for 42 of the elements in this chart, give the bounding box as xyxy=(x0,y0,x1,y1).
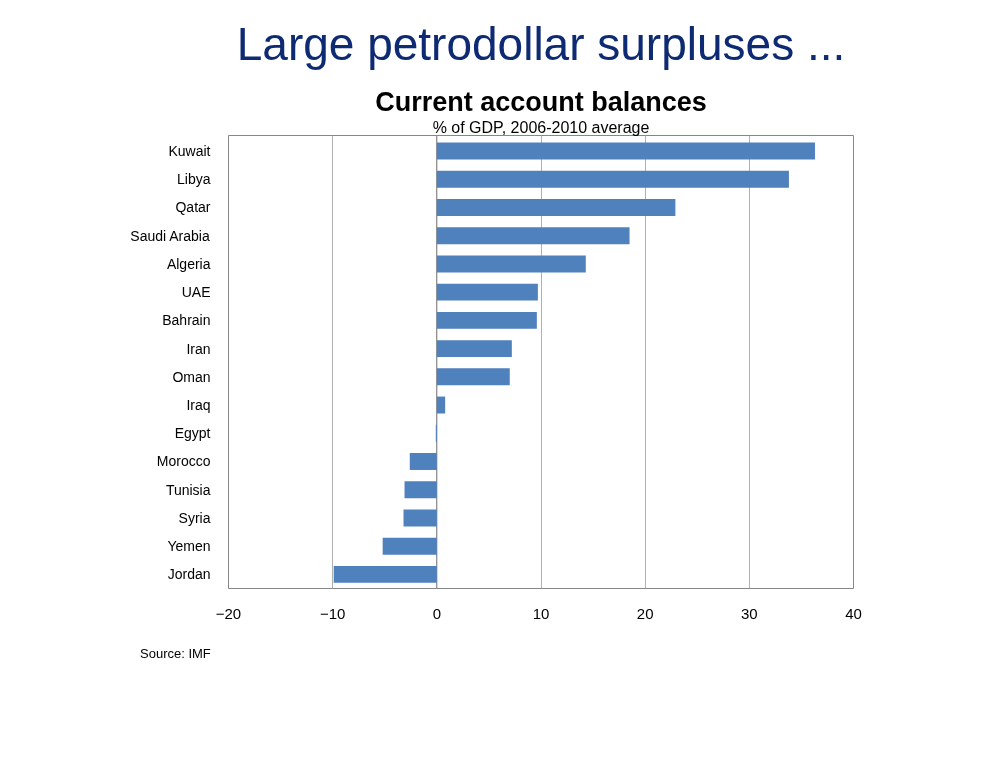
y-tick-label: Jordan xyxy=(167,566,211,583)
y-tick-label: Algeria xyxy=(166,255,211,272)
y-tick-label: Libya xyxy=(177,171,211,188)
x-tick-label: 10 xyxy=(532,604,550,622)
bar xyxy=(409,453,437,470)
x-tick-label: 30 xyxy=(740,604,758,622)
x-tick-label: −20 xyxy=(215,604,242,622)
y-tick-label: Bahrain xyxy=(162,312,211,329)
y-tick-label: Qatar xyxy=(175,199,211,216)
y-tick-label: Iran xyxy=(186,340,211,357)
y-tick-label: Saudi Arabia xyxy=(130,227,210,244)
x-tick-label: 0 xyxy=(432,604,442,622)
chart-title: Current account balances xyxy=(375,86,707,117)
bar xyxy=(436,142,815,160)
y-tick-label: Iraq xyxy=(186,397,211,414)
y-tick-label: Morocco xyxy=(156,453,211,470)
bar xyxy=(436,199,676,216)
bar xyxy=(382,537,437,555)
bar xyxy=(436,368,510,386)
y-tick-label: Yemen xyxy=(167,538,211,555)
bar xyxy=(436,340,512,358)
y-tick-label: UAE xyxy=(181,284,211,301)
bar xyxy=(436,283,538,301)
chart-subtitle: % of GDP, 2006-2010 average xyxy=(432,118,650,136)
source-note: Source: IMF xyxy=(140,645,211,663)
x-tick-label: 40 xyxy=(845,604,862,622)
y-tick-label: Kuwait xyxy=(168,143,211,160)
bar xyxy=(333,565,437,583)
bar xyxy=(436,170,789,188)
bar xyxy=(436,227,630,245)
bar xyxy=(436,311,537,329)
y-tick-label: Egypt xyxy=(174,425,211,442)
x-tick-label: −10 xyxy=(319,604,346,622)
y-tick-label: Syria xyxy=(178,509,211,526)
y-tick-label: Oman xyxy=(172,368,211,385)
bar xyxy=(436,255,586,273)
x-tick-label: 20 xyxy=(636,604,654,622)
bar xyxy=(436,396,446,414)
y-tick-label: Tunisia xyxy=(165,481,211,498)
bar xyxy=(403,509,437,527)
bar xyxy=(404,481,437,499)
text: Large petrodollar surpluses ... xyxy=(236,17,846,70)
